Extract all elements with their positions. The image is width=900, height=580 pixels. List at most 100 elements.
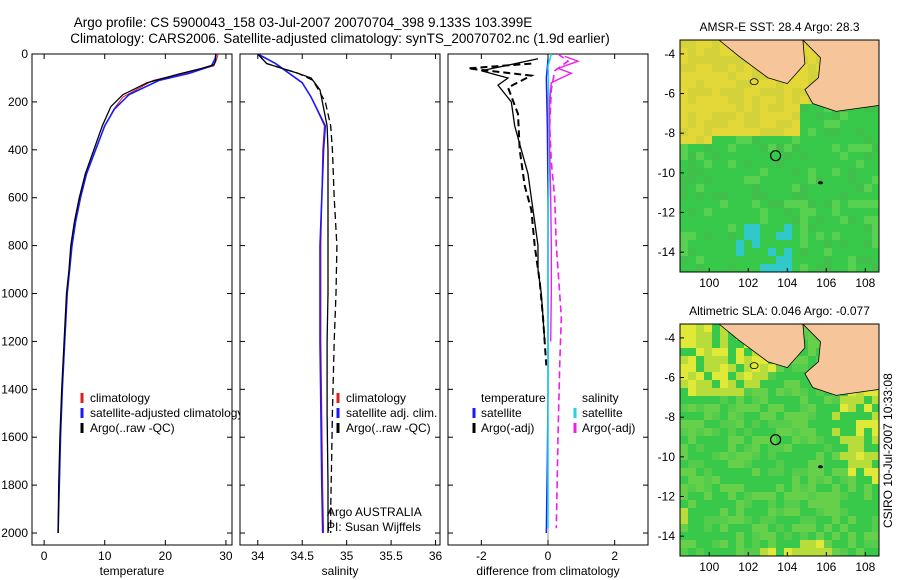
sst-map-cell bbox=[840, 224, 848, 232]
sst-map-cell bbox=[848, 120, 856, 128]
sst-map-cell bbox=[856, 160, 864, 168]
series-line-argo-raw-qc-adjusted bbox=[257, 53, 338, 533]
sla-map-cell bbox=[840, 396, 848, 404]
sla-map-cell bbox=[688, 460, 696, 468]
sst-map-cell bbox=[808, 56, 816, 64]
sst-map-cell bbox=[760, 216, 768, 224]
sst-map-cell bbox=[752, 112, 760, 120]
sla-map-cell bbox=[776, 444, 784, 452]
sst-map-cell bbox=[792, 184, 800, 192]
sla-map-cell bbox=[832, 436, 840, 444]
sst-map-cell bbox=[688, 184, 696, 192]
temperature-x-tick-label: 10 bbox=[98, 549, 112, 563]
sla-map-cell bbox=[824, 436, 832, 444]
sst-map-cell bbox=[712, 48, 720, 56]
sst-map-cell bbox=[784, 208, 792, 216]
sla-map-cell bbox=[768, 524, 776, 532]
sla-map-cell bbox=[744, 380, 752, 388]
sst-map-cell bbox=[856, 112, 864, 120]
sla-map-cell bbox=[856, 436, 864, 444]
sla-map-cell bbox=[808, 460, 816, 468]
sla-map-cell bbox=[792, 524, 800, 532]
sla-map-cell bbox=[696, 364, 704, 372]
sla-map-cell bbox=[800, 500, 808, 508]
sla-map-cell bbox=[808, 492, 816, 500]
sst-map-cell bbox=[776, 184, 784, 192]
sst-map-cell bbox=[720, 136, 728, 144]
sst-map-cell bbox=[704, 248, 712, 256]
sst-map-cell bbox=[848, 264, 856, 272]
sla-map-cell bbox=[696, 420, 704, 428]
sst-map-cell bbox=[816, 184, 824, 192]
sla-map-cell bbox=[712, 348, 720, 356]
sst-map-cell bbox=[688, 112, 696, 120]
sla-map-cell bbox=[688, 348, 696, 356]
sla-map-cell bbox=[720, 412, 728, 420]
sla-map-cell bbox=[752, 548, 760, 556]
sst-map-cell bbox=[800, 112, 808, 120]
sst-map-cell bbox=[712, 216, 720, 224]
sst-map-cell bbox=[704, 216, 712, 224]
sla-map-cell bbox=[792, 484, 800, 492]
sla-map-cell bbox=[752, 492, 760, 500]
sla-map-cell bbox=[872, 468, 879, 476]
sla-map-cell bbox=[688, 452, 696, 460]
sst-map-cell bbox=[776, 112, 784, 120]
sla-map-cell bbox=[848, 524, 856, 532]
sla-map-cell bbox=[752, 380, 760, 388]
salinity-x-tick-label: 35 bbox=[340, 549, 354, 563]
sla-map-cell bbox=[808, 548, 816, 556]
legend-label: satellite bbox=[582, 406, 623, 420]
sst-map-cell bbox=[784, 192, 792, 200]
sla-map-cell bbox=[848, 404, 856, 412]
sst-map-cell bbox=[784, 80, 792, 88]
sla-map-cell bbox=[736, 492, 744, 500]
sla-map-cell bbox=[680, 380, 688, 388]
sla-map-cell bbox=[720, 348, 728, 356]
sst-map-cell bbox=[728, 144, 736, 152]
sst-map-cell bbox=[712, 176, 720, 184]
sst-map-cell bbox=[856, 120, 864, 128]
sst-map-cell bbox=[864, 152, 872, 160]
sla-map-cell bbox=[688, 444, 696, 452]
sst-map-cell bbox=[744, 240, 752, 248]
sst-map-cell bbox=[720, 168, 728, 176]
sla-map-cell bbox=[792, 500, 800, 508]
sst-map-cell bbox=[840, 184, 848, 192]
sla-map-cell bbox=[808, 348, 816, 356]
sst-map-cell bbox=[752, 176, 760, 184]
sla-map-cell bbox=[864, 436, 872, 444]
sst-map-cell bbox=[696, 88, 704, 96]
sst-map-cell bbox=[680, 40, 688, 48]
sla-map-cell bbox=[760, 388, 768, 396]
sst-map-cell bbox=[816, 136, 824, 144]
sla-map-cell bbox=[712, 532, 720, 540]
sla-map-cell bbox=[808, 356, 816, 364]
sla-map-cell bbox=[848, 500, 856, 508]
sst-map-cell bbox=[832, 256, 840, 264]
sla-map-cell bbox=[792, 508, 800, 516]
sst-map-cell bbox=[680, 88, 688, 96]
sla-map-cell bbox=[752, 500, 760, 508]
sla-map-cell bbox=[768, 428, 776, 436]
sla-map-cell bbox=[696, 540, 704, 548]
sla-map-cell bbox=[728, 460, 736, 468]
legend-label: climatology bbox=[90, 391, 150, 405]
sla-map-cell bbox=[832, 444, 840, 452]
sla-map-cell bbox=[800, 468, 808, 476]
sla-map-cell bbox=[744, 404, 752, 412]
sla-map-cell bbox=[688, 468, 696, 476]
sst-map-cell bbox=[688, 152, 696, 160]
sst-map-cell bbox=[808, 248, 816, 256]
sla-map-cell bbox=[832, 508, 840, 516]
sla-map-cell bbox=[680, 436, 688, 444]
sst-map-cell bbox=[752, 248, 760, 256]
sla-map-cell bbox=[736, 436, 744, 444]
difference-x-tick-label: 0 bbox=[545, 549, 552, 563]
sla-map-cell bbox=[696, 396, 704, 404]
sst-map-cell bbox=[776, 216, 784, 224]
sla-map-cell bbox=[728, 364, 736, 372]
sst-map-cell bbox=[856, 200, 864, 208]
sst-map-cell bbox=[792, 176, 800, 184]
sst-map-cell bbox=[792, 128, 800, 136]
